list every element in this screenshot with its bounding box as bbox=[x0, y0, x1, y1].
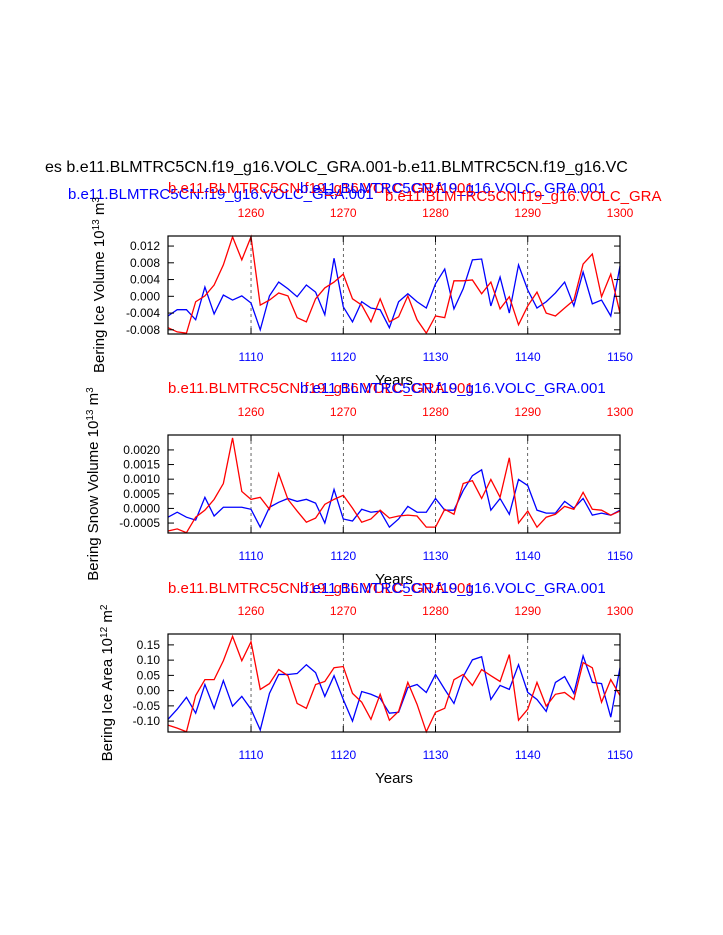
y-tick-label: -0.0005 bbox=[119, 516, 160, 530]
x-tick-label: 1110 bbox=[239, 748, 264, 762]
y-axis-label-sup: 3 bbox=[85, 387, 96, 393]
y-tick-label: 0.0015 bbox=[123, 458, 160, 472]
y-axis-label-part: Bering Ice Volume 10 bbox=[91, 230, 108, 373]
x-axis-label: Years bbox=[375, 571, 413, 588]
y-axis-label-part: Bering Ice Area 10 bbox=[99, 638, 116, 761]
x-tick-label: 1140 bbox=[515, 549, 541, 563]
y-tick-label: 0.05 bbox=[137, 668, 161, 682]
subtitle: b.e11.BLMTRC5CN.f19_g16.VOLC_GRA.001 bbox=[168, 580, 474, 597]
subtitle: b.e11.BLMTRC5CN.f19_g16.VOLC_GRA.001 bbox=[300, 380, 606, 397]
y-tick-label: 0.0000 bbox=[123, 501, 160, 515]
series-line bbox=[167, 234, 621, 335]
y-axis-label-sup: 2 bbox=[99, 604, 110, 610]
x-tick-label: 1140 bbox=[515, 350, 541, 364]
y-tick-label: 0.012 bbox=[130, 239, 160, 253]
y-axis-label-part: m bbox=[85, 393, 102, 410]
subtitle: b.e11.BLMTRC5CN.f19_g16.VOLC_GRA.001 bbox=[300, 580, 606, 597]
x-tick-label: 1120 bbox=[330, 549, 356, 563]
plot-frame bbox=[167, 434, 621, 534]
y-tick-label: 0.004 bbox=[130, 273, 160, 287]
subtitle: b.e11.BLMTRC5CN.f19_g16.VOLC_GRA.001 bbox=[168, 180, 474, 197]
subtitle: b.e11.BLMTRC5CN.f19_g16.VOLC_GRA.001 bbox=[300, 180, 606, 197]
y-tick-label: -0.05 bbox=[133, 699, 161, 713]
x-tick-label: 1130 bbox=[423, 549, 449, 563]
x2-tick-label: 1280 bbox=[422, 206, 449, 220]
x-axis-label: Years bbox=[375, 372, 413, 389]
x2-tick-label: 1280 bbox=[422, 405, 449, 419]
x-axis-label: Years bbox=[375, 770, 413, 787]
x2-tick-label: 1280 bbox=[422, 604, 449, 618]
y-tick-label: 0.0005 bbox=[123, 487, 160, 501]
subtitle: b.e11.BLMTRC5CN.f19_g16.VOLC_GRA bbox=[385, 188, 662, 205]
y-axis-label-sup: 12 bbox=[99, 626, 110, 638]
x2-tick-label: 1300 bbox=[607, 206, 634, 220]
x-tick-label: 1140 bbox=[515, 748, 541, 762]
x2-tick-label: 1270 bbox=[330, 405, 357, 419]
y-axis-label-sup: 13 bbox=[85, 409, 96, 421]
x-tick-label: 1150 bbox=[607, 350, 633, 364]
y-tick-label: -0.004 bbox=[126, 306, 160, 320]
y-tick-label: 0.10 bbox=[137, 653, 161, 667]
y-axis-label-part: m bbox=[91, 203, 108, 220]
series-line bbox=[167, 653, 621, 732]
series-line bbox=[167, 634, 621, 734]
y-axis-label-sup: 3 bbox=[91, 197, 102, 203]
x-tick-label: 1110 bbox=[239, 350, 264, 364]
y-axis-label: Bering Ice Area 1012 m2 bbox=[99, 604, 117, 761]
x-tick-label: 1120 bbox=[330, 748, 356, 762]
plot-frame bbox=[167, 235, 621, 335]
x2-tick-label: 1300 bbox=[607, 604, 634, 618]
y-axis-label-sup: 13 bbox=[91, 219, 102, 231]
y-axis-label: Bering Ice Volume 1013 m3 bbox=[91, 197, 109, 373]
x-tick-label: 1130 bbox=[423, 748, 449, 762]
x2-tick-label: 1290 bbox=[514, 604, 541, 618]
y-tick-label: 0.00 bbox=[137, 684, 161, 698]
y-tick-label: -0.008 bbox=[126, 323, 160, 337]
x2-tick-label: 1270 bbox=[330, 604, 357, 618]
x-tick-label: 1130 bbox=[423, 350, 449, 364]
x-tick-label: 1120 bbox=[330, 350, 356, 364]
series-line bbox=[167, 258, 621, 333]
x2-tick-label: 1290 bbox=[514, 206, 541, 220]
y-axis-label-part: m bbox=[99, 610, 116, 627]
subtitle: b.e11.BLMTRC5CN.f19_g16.VOLC_GRA.001 bbox=[168, 380, 474, 397]
y-tick-label: -0.10 bbox=[133, 714, 161, 728]
x2-tick-label: 1290 bbox=[514, 405, 541, 419]
plot-frame bbox=[167, 633, 621, 733]
x2-tick-label: 1270 bbox=[330, 206, 357, 220]
y-tick-label: 0.000 bbox=[130, 289, 160, 303]
subtitle: b.e11.BLMTRC5CN.f19_g16.VOLC_GRA.001 bbox=[68, 186, 374, 203]
x2-tick-label: 1300 bbox=[607, 405, 634, 419]
x-tick-label: 1150 bbox=[607, 748, 633, 762]
series-line bbox=[167, 468, 621, 529]
y-tick-label: 0.0020 bbox=[123, 443, 160, 457]
y-tick-label: 0.15 bbox=[137, 638, 161, 652]
y-tick-label: 0.0010 bbox=[123, 472, 160, 486]
y-axis-label: Bering Snow Volume 1013 m3 bbox=[85, 387, 103, 581]
series-line bbox=[167, 437, 621, 534]
x-tick-label: 1150 bbox=[607, 549, 633, 563]
x-tick-label: 1110 bbox=[239, 549, 264, 563]
x2-tick-label: 1260 bbox=[238, 405, 265, 419]
y-axis-label-part: Bering Snow Volume 10 bbox=[85, 421, 102, 581]
x2-tick-label: 1260 bbox=[238, 604, 265, 618]
y-tick-label: 0.008 bbox=[130, 256, 160, 270]
x2-tick-label: 1260 bbox=[238, 206, 265, 220]
page-title: es b.e11.BLMTRC5CN.f19_g16.VOLC_GRA.001-… bbox=[45, 159, 628, 176]
